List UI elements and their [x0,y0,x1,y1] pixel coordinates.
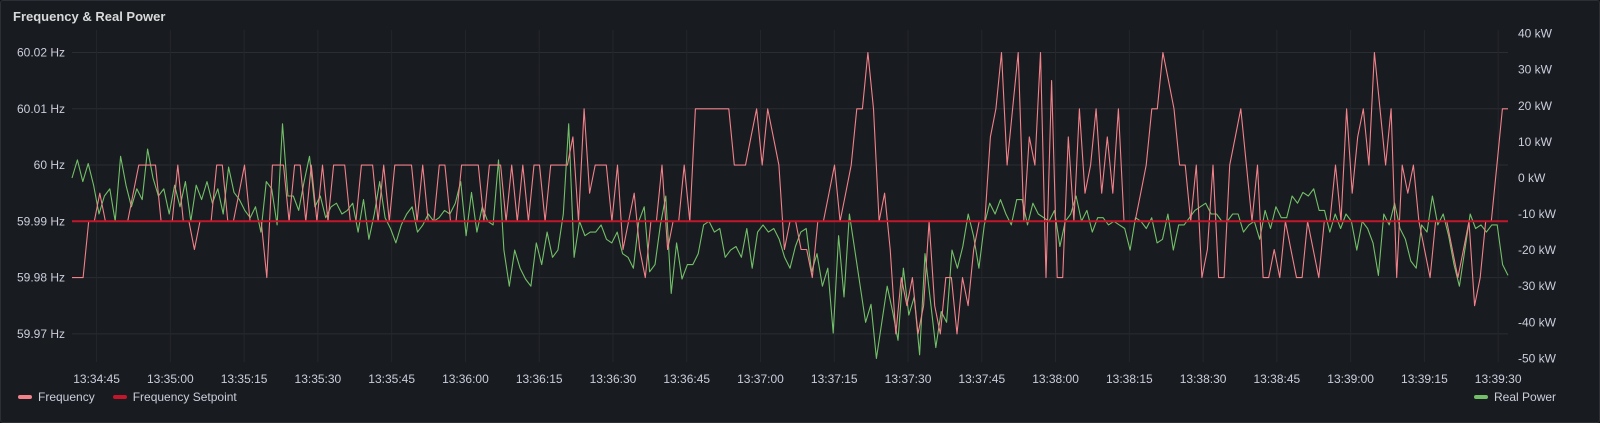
legend-swatch-frequency-setpoint [112,395,127,399]
x-tick-label: 13:34:45 [73,372,120,386]
y-left-tick-label: 60 Hz [34,158,65,172]
y-right-tick-label: 0 kW [1518,171,1546,185]
x-tick-label: 13:39:00 [1327,372,1374,386]
x-tick-label: 13:36:45 [663,372,710,386]
x-tick-label: 13:36:00 [442,372,489,386]
y-right-tick-label: -20 kW [1518,243,1557,257]
y-left-tick-label: 59.99 Hz [17,214,65,228]
x-tick-label: 13:35:45 [368,372,415,386]
x-tick-label: 13:38:45 [1254,372,1301,386]
legend-swatch-frequency [18,395,32,399]
y-left-tick-label: 60.01 Hz [17,102,65,116]
y-right-tick-label: -50 kW [1518,351,1557,365]
y-left-tick-label: 59.98 Hz [17,271,65,285]
x-tick-label: 13:35:15 [221,372,268,386]
x-tick-label: 13:36:15 [516,372,563,386]
series-group [71,51,1509,359]
x-tick-label: 13:39:30 [1475,372,1522,386]
y-axis-left: 59.97 Hz 59.98 Hz 59.99 Hz 60 Hz 60.01 Hz 60.… [17,46,65,341]
y-right-tick-label: 10 kW [1518,135,1553,149]
x-tick-label: 13:35:30 [295,372,342,386]
y-right-tick-label: 20 kW [1518,99,1553,113]
x-tick-label: 13:37:45 [958,372,1005,386]
x-tick-label: 13:36:30 [590,372,637,386]
legend-left: Frequency Frequency Setpoint [18,390,237,404]
y-axis-right: -50 kW -40 kW -30 kW -20 kW -10 kW 0 kW 10 kW 2… [1518,27,1557,366]
legend-swatch-real-power [1474,395,1488,399]
x-tick-label: 13:35:00 [147,372,194,386]
x-tick-label: 13:37:00 [737,372,784,386]
x-tick-label: 13:39:15 [1401,372,1448,386]
y-left-tick-label: 59.97 Hz [17,327,65,341]
legend-right: Real Power [1474,390,1556,404]
x-tick-label: 13:38:15 [1106,372,1153,386]
x-tick-label: 13:37:15 [811,372,858,386]
panel-title: Frequency & Real Power [13,9,166,24]
y-right-tick-label: -10 kW [1518,207,1557,221]
x-tick-label: 13:38:30 [1180,372,1227,386]
y-right-tick-label: 40 kW [1518,27,1553,41]
x-tick-label: 13:38:00 [1032,372,1079,386]
y-right-tick-label: -30 kW [1518,279,1557,293]
x-tick-label: 13:37:30 [885,372,932,386]
legend-label-real-power: Real Power [1494,390,1557,404]
x-axis: 13:34:45 13:35:00 13:35:15 13:35:30 13:35:45… [73,372,1522,386]
legend-item-frequency-setpoint[interactable]: Frequency Setpoint [112,390,237,404]
legend-label-frequency-setpoint: Frequency Setpoint [132,390,237,404]
y-left-tick-label: 60.02 Hz [17,46,65,60]
series-line-real-power[interactable] [71,123,1509,359]
legend-label-frequency: Frequency [38,390,95,404]
legend-item-frequency[interactable]: Frequency [18,390,95,404]
y-right-tick-label: 30 kW [1518,63,1553,77]
y-right-tick-label: -40 kW [1518,315,1557,329]
legend-item-real-power[interactable]: Real Power [1474,390,1556,404]
